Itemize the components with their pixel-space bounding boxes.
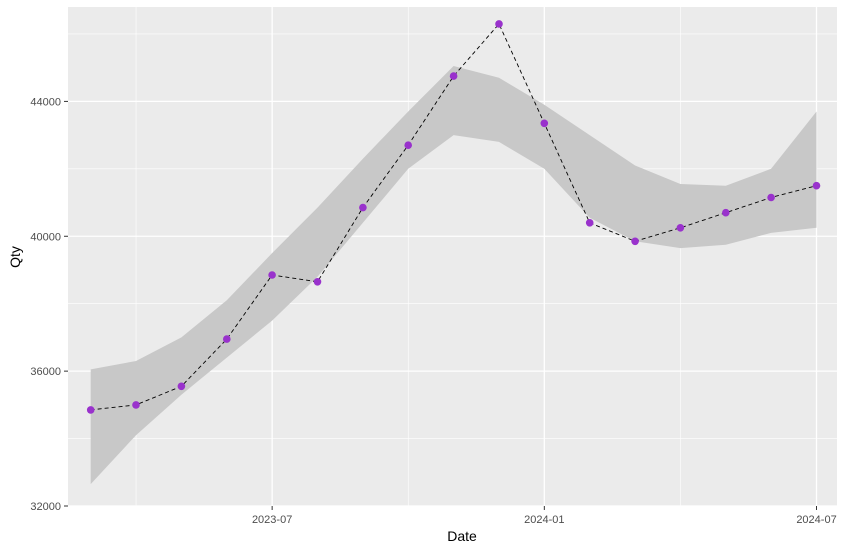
y-tick-label: 44000	[30, 96, 61, 108]
data-point	[177, 382, 186, 391]
y-axis: 32000 36000 40000 44000	[30, 96, 68, 513]
y-tick-label: 40000	[30, 231, 61, 243]
data-point	[495, 20, 503, 28]
data-point	[268, 271, 276, 279]
x-tick-label: 2024-07	[796, 514, 836, 526]
data-point	[132, 401, 140, 409]
data-point	[812, 181, 821, 190]
y-tick-label: 32000	[30, 501, 61, 513]
x-tick-label: 2023-07	[252, 514, 292, 526]
data-point	[767, 193, 775, 202]
x-axis-title: Date	[447, 528, 477, 544]
y-axis-title: Qty	[7, 246, 23, 268]
data-point	[540, 119, 549, 128]
data-point	[313, 278, 322, 286]
data-point	[631, 237, 639, 246]
smooth-confidence-band	[90, 66, 817, 485]
data-point	[585, 219, 594, 227]
data-point	[404, 141, 413, 149]
data-point	[722, 208, 730, 217]
data-point	[359, 203, 367, 212]
x-tick-label: 2024-01	[524, 514, 564, 526]
x-axis: 2023-07 2024-01 2024-07	[252, 506, 837, 526]
data-point	[223, 335, 231, 343]
y-tick-label: 36000	[30, 366, 61, 378]
data-point	[86, 406, 95, 414]
data-point	[449, 72, 458, 80]
minor-grid	[68, 7, 837, 506]
data-point	[676, 224, 685, 232]
series-line	[90, 23, 817, 411]
data-points	[86, 20, 821, 414]
